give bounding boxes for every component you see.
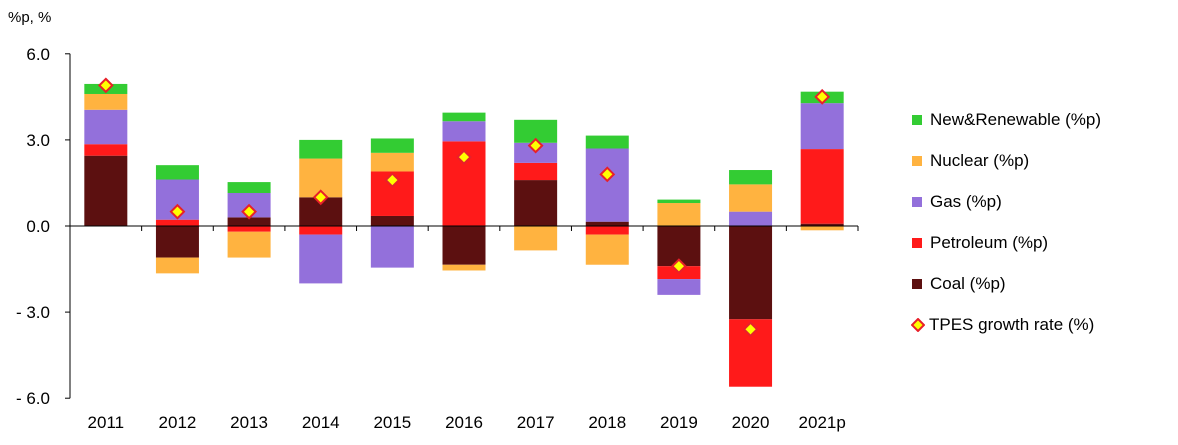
bar-gas-2016: [442, 121, 486, 142]
bar-nuclear-2012: [155, 257, 199, 274]
bar-coal-2021p: [800, 223, 844, 226]
x-tick-label: 2017: [517, 413, 555, 432]
legend-label: Gas (%p): [930, 192, 1002, 211]
bar-nuclear-2020: [729, 184, 773, 212]
x-tick-label: 2018: [588, 413, 626, 432]
legend-swatch: [912, 238, 922, 248]
legend-item: TPES growth rate (%): [911, 313, 1095, 337]
legend-swatch: [912, 115, 922, 125]
bar-coal-2018: [585, 221, 629, 226]
x-tick-label: 2015: [373, 413, 411, 432]
bar-newrenewable-2020: [729, 170, 773, 185]
tpes-marker-2015: [384, 172, 401, 188]
x-tick-label: 2019: [660, 413, 698, 432]
bar-coal-2015: [370, 215, 414, 226]
x-tick-label: 2021p: [799, 413, 846, 432]
bar-nuclear-2016: [442, 264, 486, 271]
bar-coal-2020: [729, 226, 773, 320]
y-tick-label: 0.0: [26, 217, 50, 236]
x-tick-label: 2013: [230, 413, 268, 432]
bar-newrenewable-2014: [299, 139, 343, 159]
tpes-marker-2011: [97, 77, 114, 94]
x-tick-label: 2016: [445, 413, 483, 432]
bar-nuclear-2017: [514, 226, 558, 251]
bar-petroleum-2013: [227, 226, 271, 232]
tpes-marker-2012: [169, 203, 186, 220]
tpes-marker-2014: [312, 189, 329, 206]
x-tick-label: 2012: [159, 413, 197, 432]
bar-coal-2012: [155, 226, 199, 258]
bar-nuclear-2021p: [800, 226, 844, 231]
bar-nuclear-2011: [84, 93, 128, 110]
tpes-marker-2017: [527, 137, 544, 154]
x-tick-label: 2020: [732, 413, 770, 432]
legend-label: Coal (%p): [930, 274, 1006, 293]
y-unit-label: %p, %: [8, 9, 51, 26]
bar-nuclear-2018: [585, 234, 629, 265]
legend-item: Nuclear (%p): [912, 149, 1029, 173]
x-tick-label: 2014: [302, 413, 340, 432]
bar-newrenewable-2018: [585, 135, 629, 149]
bar-petroleum-2017: [514, 162, 558, 181]
bar-newrenewable-2017: [514, 119, 558, 143]
bar-newrenewable-2019: [657, 199, 701, 204]
bar-newrenewable-2013: [227, 182, 271, 193]
y-tick-label: - 6.0: [16, 389, 50, 408]
bar-gas-2020: [729, 211, 773, 226]
y-tick-label: - 3.0: [16, 303, 50, 322]
tpes-marker-2013: [241, 203, 258, 220]
legend-swatch: [912, 197, 922, 207]
legend-label: Petroleum (%p): [930, 233, 1049, 252]
legend-item: Gas (%p): [912, 190, 1002, 214]
bar-gas-2019: [657, 279, 701, 295]
bar-gas-2018: [585, 148, 629, 222]
bar-nuclear-2015: [370, 152, 414, 172]
bar-petroleum-2018: [585, 226, 629, 235]
tpes-marker-2016: [456, 149, 472, 166]
bar-gas-2021p: [800, 103, 844, 150]
bar-petroleum-2014: [299, 226, 343, 235]
bar-newrenewable-2015: [370, 138, 414, 153]
legend-diamond-marker: [911, 318, 925, 332]
bar-petroleum-2021p: [800, 149, 844, 224]
legend-label: TPES growth rate (%): [929, 315, 1095, 334]
legend-swatch: [912, 156, 922, 166]
bar-coal-2016: [442, 226, 486, 265]
bar-petroleum-2012: [155, 219, 199, 226]
x-tick-label: 2011: [88, 413, 125, 432]
y-tick-label: 6.0: [26, 45, 50, 64]
bar-coal-2013: [227, 217, 271, 226]
legend-label: New&Renewable (%p): [930, 110, 1102, 129]
tpes-marker-2018: [599, 166, 616, 183]
legend-item: New&Renewable (%p): [912, 108, 1101, 132]
bar-gas-2015: [370, 226, 414, 268]
legend-label: Nuclear (%p): [930, 151, 1030, 170]
bar-gas-2011: [84, 109, 128, 145]
bar-coal-2017: [514, 180, 558, 226]
bar-nuclear-2019: [657, 203, 701, 226]
tpes-marker-2021p: [814, 88, 831, 105]
bar-newrenewable-2016: [442, 112, 486, 122]
bar-gas-2014: [299, 234, 343, 284]
tpes-marker-2019: [670, 258, 687, 275]
legend-item: Petroleum (%p): [912, 231, 1048, 255]
legend-swatch: [912, 279, 922, 289]
legend-item: Coal (%p): [912, 272, 1006, 296]
tpes-marker-2020: [742, 321, 759, 338]
bar-petroleum-2011: [84, 144, 128, 156]
bar-nuclear-2013: [227, 231, 271, 258]
bar-newrenewable-2012: [155, 165, 199, 180]
y-tick-label: 3.0: [26, 131, 50, 150]
bar-coal-2011: [84, 155, 128, 226]
